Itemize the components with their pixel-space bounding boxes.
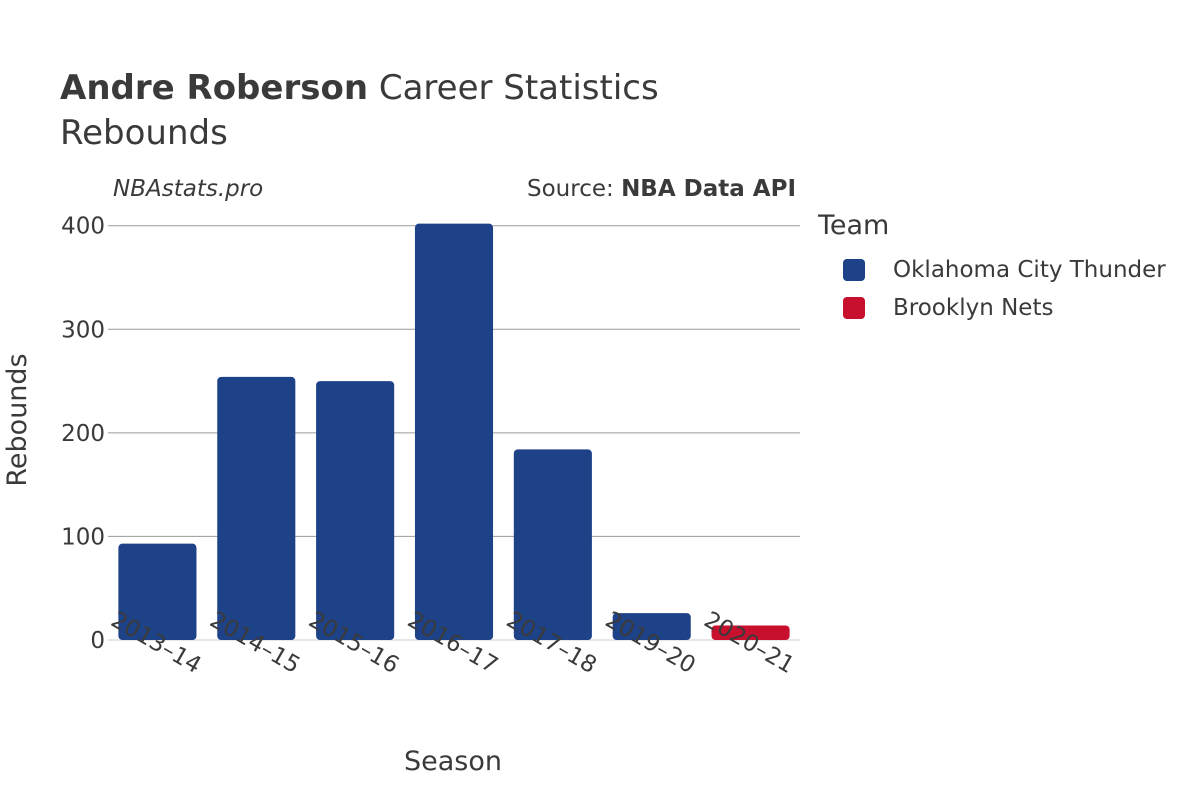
bar-2015–16[interactable] xyxy=(316,381,395,640)
y-tick-labels: 0 100 200 300 400 xyxy=(61,214,105,654)
legend-item-nets[interactable]: Brooklyn Nets xyxy=(818,289,1166,327)
site-watermark: NBAstats.pro xyxy=(113,176,264,202)
y-tick-label: 0 xyxy=(90,628,105,654)
bar-2014–15[interactable] xyxy=(217,376,296,640)
y-tick-label: 200 xyxy=(61,421,105,447)
player-name: Andre Roberson xyxy=(60,68,369,108)
chart-title: Andre Roberson Career Statistics Rebound… xyxy=(60,66,659,156)
x-tick-label: 2020–21 xyxy=(700,607,799,679)
bar-2013–14[interactable] xyxy=(118,543,197,640)
legend-label: Brooklyn Nets xyxy=(893,295,1054,321)
chart-subtitle: Rebounds xyxy=(60,113,228,153)
title-rest: Career Statistics xyxy=(378,68,659,108)
y-axis-label: Rebounds xyxy=(2,353,33,486)
legend-swatch xyxy=(843,259,865,281)
x-axis-label: Season xyxy=(404,746,502,777)
y-tick-label: 400 xyxy=(61,214,105,240)
legend: Team Oklahoma City Thunder Brooklyn Nets xyxy=(818,210,1166,327)
legend-swatch xyxy=(843,297,865,319)
source-credit: Source: NBA Data API xyxy=(527,176,796,202)
y-tick-label: 100 xyxy=(61,524,105,550)
legend-title: Team xyxy=(818,210,890,241)
legend-item-thunder[interactable]: Oklahoma City Thunder xyxy=(818,251,1166,289)
bar-2019–20[interactable] xyxy=(612,613,691,640)
bar-2016–17[interactable] xyxy=(414,223,494,640)
bar-2020–21[interactable] xyxy=(711,625,790,641)
bars xyxy=(118,223,790,641)
source-name: NBA Data API xyxy=(621,176,796,202)
source-prefix: Source: xyxy=(527,176,622,202)
legend-label: Oklahoma City Thunder xyxy=(893,257,1166,283)
y-tick-label: 300 xyxy=(61,317,105,343)
bar-2017–18[interactable] xyxy=(513,449,592,640)
